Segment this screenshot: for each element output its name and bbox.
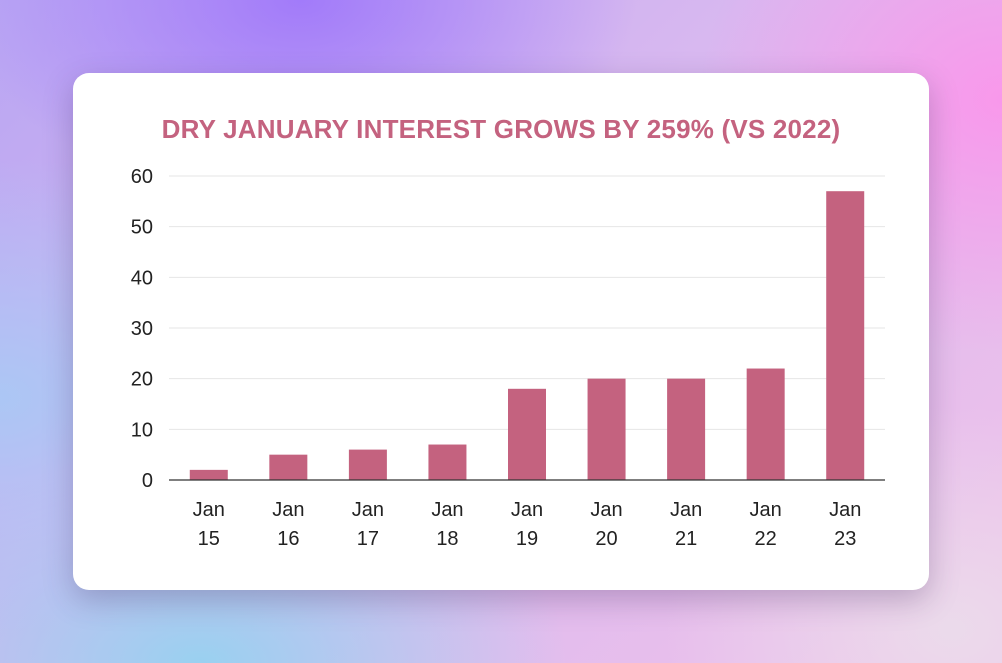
x-tick-label-line: 23 xyxy=(834,528,856,550)
x-tick-label-line: 22 xyxy=(755,528,777,550)
x-tick-label-line: 21 xyxy=(675,528,697,550)
bar xyxy=(747,369,785,480)
x-tick-label-line: Jan xyxy=(431,499,463,521)
x-tick-label-line: Jan xyxy=(590,499,622,521)
bars xyxy=(190,191,864,480)
bar xyxy=(190,470,228,480)
x-tick-label-line: 16 xyxy=(277,528,299,550)
bar xyxy=(667,379,705,480)
bar xyxy=(428,445,466,480)
x-tick-label: Jan 16 xyxy=(272,499,304,550)
y-axis-ticks: 0 10 20 30 40 50 60 xyxy=(131,166,153,492)
x-tick-label-line: 20 xyxy=(595,528,617,550)
x-tick-label: Jan 21 xyxy=(670,499,702,550)
y-tick-label: 60 xyxy=(131,166,153,188)
y-tick-label: 40 xyxy=(131,267,153,289)
x-axis-ticks: Jan 15 Jan 16 Jan 17 Jan 18 Jan 19 Jan 20 Jan 21 Jan 22… xyxy=(193,499,862,550)
x-tick-label-line: Jan xyxy=(352,499,384,521)
y-tick-label: 50 xyxy=(131,217,153,239)
x-tick-label-line: 15 xyxy=(198,528,220,550)
x-tick-label-line: Jan xyxy=(670,499,702,521)
x-tick-label: Jan 23 xyxy=(829,499,861,550)
x-tick-label: Jan 20 xyxy=(590,499,622,550)
x-tick-label: Jan 17 xyxy=(352,499,384,550)
y-tick-label: 10 xyxy=(131,419,153,441)
x-tick-label: Jan 19 xyxy=(511,499,543,550)
x-tick-label-line: Jan xyxy=(511,499,543,521)
y-tick-label: 30 xyxy=(131,318,153,340)
x-tick-label: Jan 15 xyxy=(193,499,225,550)
x-tick-label: Jan 22 xyxy=(750,499,782,550)
x-tick-label-line: 17 xyxy=(357,528,379,550)
y-tick-label: 0 xyxy=(142,470,153,492)
x-tick-label-line: Jan xyxy=(272,499,304,521)
x-tick-label-line: Jan xyxy=(193,499,225,521)
x-tick-label-line: 18 xyxy=(436,528,458,550)
x-tick-label-line: Jan xyxy=(829,499,861,521)
x-tick-label-line: 19 xyxy=(516,528,538,550)
bar xyxy=(588,379,626,480)
chart-card: DRY JANUARY INTEREST GROWS BY 259% (VS 2… xyxy=(73,73,929,590)
bar xyxy=(508,389,546,480)
x-tick-label: Jan 18 xyxy=(431,499,463,550)
x-tick-label-line: Jan xyxy=(750,499,782,521)
bar xyxy=(269,455,307,480)
bar xyxy=(826,191,864,480)
y-tick-label: 20 xyxy=(131,369,153,391)
bar xyxy=(349,450,387,480)
